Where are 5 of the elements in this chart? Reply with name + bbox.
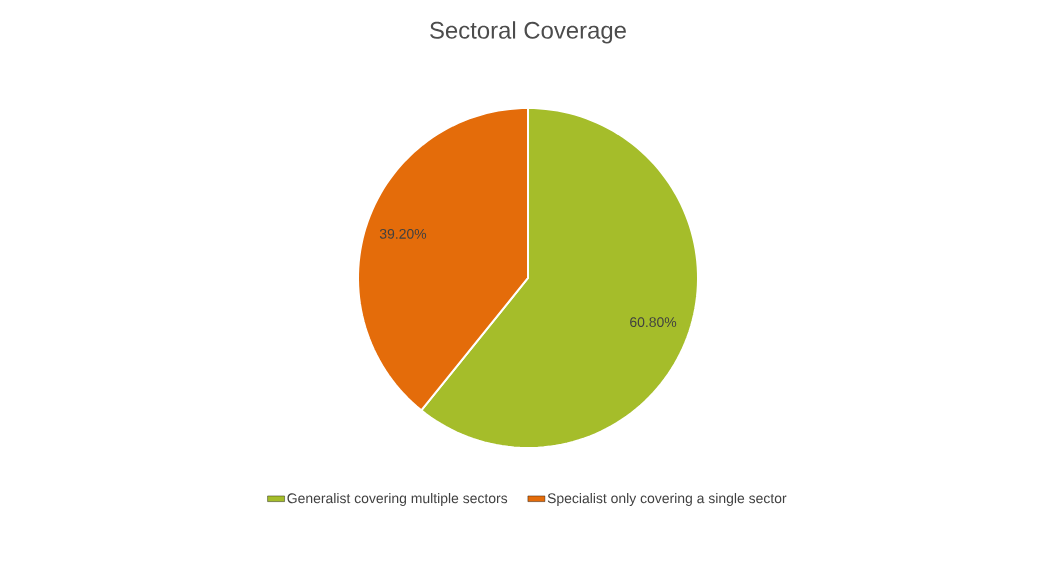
legend-label: Generalist covering multiple sectors (287, 492, 508, 506)
legend-label: Specialist only covering a single sector (547, 492, 787, 506)
data-label: 60.80% (630, 317, 677, 328)
chart-title: Sectoral Coverage (430, 21, 626, 44)
data-label: 39.20% (379, 228, 427, 239)
